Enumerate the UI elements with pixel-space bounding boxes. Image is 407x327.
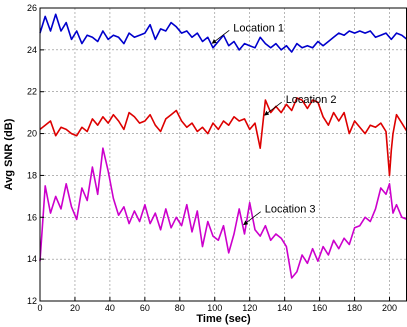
series-line-1 xyxy=(39,13,407,53)
y-axis-label: Avg SNR (dB) xyxy=(3,118,15,190)
y-tick-label-3: 18 xyxy=(27,170,37,180)
y-tick-label-1: 14 xyxy=(27,254,37,264)
annotation-arrow-1 xyxy=(211,29,230,44)
x-tick-label-3: 60 xyxy=(140,303,150,313)
grid xyxy=(40,8,407,301)
x-tick-label-7: 140 xyxy=(277,303,292,313)
plot-border xyxy=(39,7,407,302)
x-tick-label-10: 200 xyxy=(382,303,397,313)
x-tick-label-0: 0 xyxy=(37,303,42,313)
x-tick-label-9: 180 xyxy=(347,303,362,313)
y-tick-label-4: 20 xyxy=(27,129,37,139)
x-tick-label-5: 100 xyxy=(207,303,222,313)
x-tick-label-6: 120 xyxy=(242,303,257,313)
y-tick-label-2: 16 xyxy=(27,212,37,222)
plot-frame xyxy=(39,7,407,302)
annotations: Location 1 Location 2 Location 3 xyxy=(211,22,337,226)
annotation-label-1: Location 1 xyxy=(233,22,284,34)
axis-ticks: 0 20 40 60 80 100 120 140 160 180 200 12 14 16 18 20 22 2… xyxy=(27,3,397,313)
y-tick-label-6: 24 xyxy=(27,45,37,55)
x-axis-label: Time (sec) xyxy=(196,313,251,325)
series-lines xyxy=(39,13,407,279)
annotation-arrow-2 xyxy=(264,101,282,116)
y-tick-label-0: 12 xyxy=(27,296,37,306)
x-tick-label-1: 20 xyxy=(70,303,80,313)
x-tick-label-8: 160 xyxy=(312,303,327,313)
annotation-label-3: Location 3 xyxy=(265,204,316,216)
y-tick-label-7: 26 xyxy=(27,3,37,13)
annotation-arrow-3 xyxy=(243,211,261,226)
series-line-2 xyxy=(39,97,407,177)
x-tick-label-4: 80 xyxy=(175,303,185,313)
y-tick-label-5: 22 xyxy=(27,87,37,97)
series-line-3 xyxy=(39,147,407,279)
x-tick-label-2: 40 xyxy=(105,303,115,313)
annotation-label-2: Location 2 xyxy=(286,94,337,106)
